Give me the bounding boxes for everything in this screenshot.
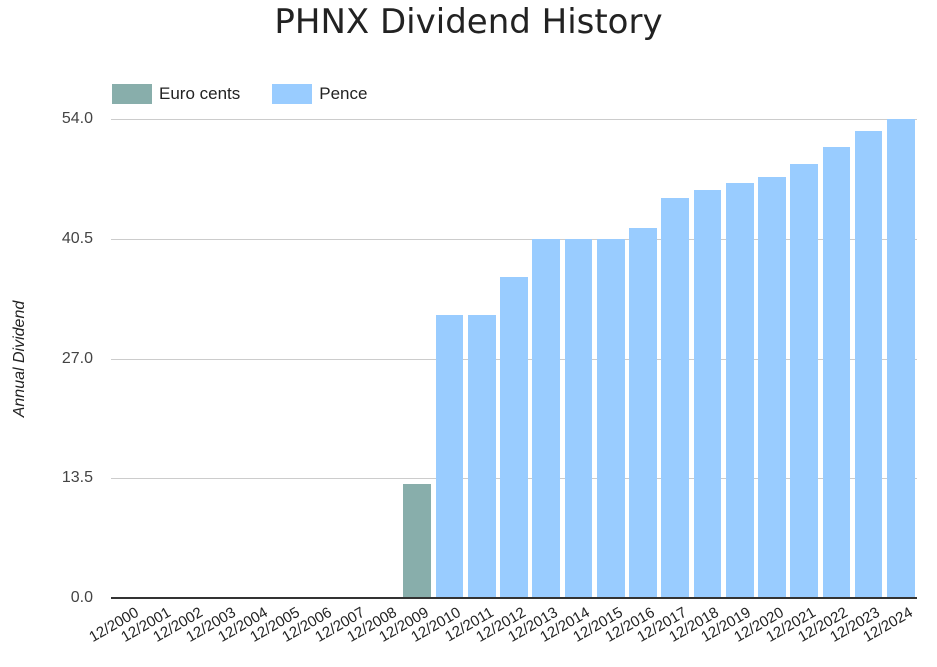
legend-label: Pence bbox=[319, 84, 368, 103]
y-tick-label: 27.0 bbox=[61, 349, 93, 367]
bar-pence-12-2015[interactable] bbox=[596, 238, 625, 598]
y-tick-label: 13.5 bbox=[61, 469, 93, 487]
y-tick-label: 54.0 bbox=[61, 110, 93, 127]
bar-pence-12-2014[interactable] bbox=[564, 238, 593, 598]
x-axis-baseline bbox=[111, 597, 917, 599]
legend-label: Euro cents bbox=[159, 84, 241, 103]
legend-swatch-pence bbox=[272, 84, 313, 104]
bar-pence-12-2023[interactable] bbox=[854, 130, 883, 598]
legend-swatch-euro-cents bbox=[112, 84, 152, 104]
bar-pence-12-2013[interactable] bbox=[532, 238, 561, 598]
bar-pence-12-2017[interactable] bbox=[661, 197, 690, 598]
bar-pence-12-2018[interactable] bbox=[693, 189, 722, 598]
y-tick-label: 0.0 bbox=[70, 589, 93, 606]
legend: Euro cents Pence bbox=[112, 84, 399, 104]
bar-pence-12-2010[interactable] bbox=[435, 315, 464, 598]
bar-pence-12-2019[interactable] bbox=[725, 182, 754, 598]
legend-item-euro-cents[interactable]: Euro cents bbox=[112, 84, 240, 104]
bar-pence-12-2021[interactable] bbox=[790, 164, 818, 598]
chart-title: PHNX Dividend History bbox=[274, 2, 663, 42]
gridline bbox=[111, 239, 917, 240]
gridline bbox=[111, 119, 917, 120]
bar-pence-12-2020[interactable] bbox=[758, 176, 786, 598]
y-axis-label: Annual Dividend bbox=[11, 300, 28, 418]
bar-euro-cents-12-2009[interactable] bbox=[403, 483, 432, 598]
bar-pence-12-2022[interactable] bbox=[822, 147, 851, 598]
bar-pence-12-2024[interactable] bbox=[887, 119, 915, 598]
y-tick-label: 40.5 bbox=[61, 229, 93, 247]
bar-pence-12-2012[interactable] bbox=[500, 276, 528, 598]
bar-pence-12-2011[interactable] bbox=[467, 315, 496, 598]
legend-item-pence[interactable]: Pence bbox=[272, 84, 367, 104]
bar-pence-12-2016[interactable] bbox=[629, 228, 657, 598]
